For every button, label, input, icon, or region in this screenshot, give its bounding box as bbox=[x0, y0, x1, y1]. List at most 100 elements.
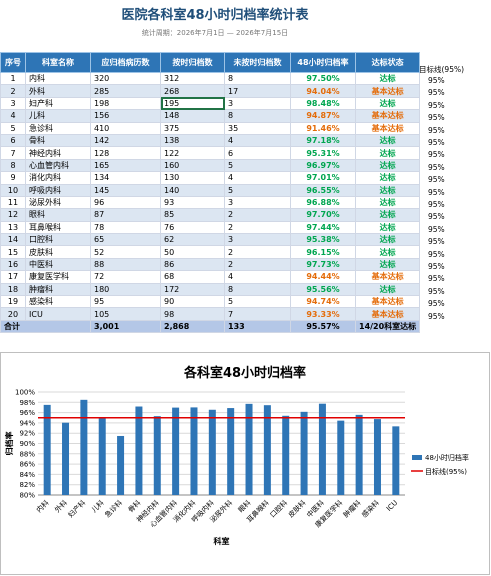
table-cell: 达标 bbox=[354, 195, 421, 210]
table-cell: 96 bbox=[90, 195, 161, 210]
side-value: 95% bbox=[428, 138, 445, 147]
table-row: 1 内科 320 312 8 97.50% 达标 bbox=[0, 71, 421, 86]
table-row: 9 消化内科 134 130 4 97.01% 达标 bbox=[0, 171, 421, 185]
table-cell: ICU bbox=[25, 307, 91, 321]
bar bbox=[263, 405, 271, 495]
table-cell: 达标 bbox=[354, 96, 421, 111]
y-tick-label: 82% bbox=[19, 481, 35, 489]
side-value: 95% bbox=[428, 249, 445, 259]
y-tick-label: 94% bbox=[19, 419, 35, 427]
table-cell: 急诊科 bbox=[25, 121, 91, 135]
table-cell: 神经内科 bbox=[25, 146, 91, 160]
table-row: 5 急诊科 410 375 35 91.46% 基本达标 bbox=[0, 121, 421, 135]
x-axis-title: 科室 bbox=[214, 536, 230, 546]
bar bbox=[43, 404, 51, 495]
table-cell: 14 bbox=[0, 233, 26, 247]
table-cell: 320 bbox=[90, 71, 161, 86]
table-cell: 50 bbox=[160, 245, 225, 259]
table-cell: 达标 bbox=[354, 183, 421, 197]
table-cell: 97.44% bbox=[290, 220, 356, 235]
table-cell: 312 bbox=[160, 71, 225, 86]
table-row: 20 ICU 105 98 7 93.33% 基本达标 bbox=[0, 307, 421, 321]
table-cell: 5 bbox=[224, 295, 291, 309]
table-cell: 62 bbox=[160, 233, 225, 247]
table-cell: 95.38% bbox=[290, 233, 356, 247]
table-cell: 195 bbox=[160, 96, 225, 111]
table-cell: 基本达标 bbox=[354, 121, 421, 135]
table-row: 10 呼吸内科 145 140 5 96.55% 达标 bbox=[0, 183, 421, 197]
table-cell: 93 bbox=[160, 195, 225, 210]
table-cell: 86 bbox=[160, 257, 225, 272]
table-cell: 78 bbox=[90, 220, 161, 235]
bar bbox=[172, 407, 180, 495]
table-cell: 达标 bbox=[354, 71, 421, 86]
table-cell: 94.44% bbox=[290, 270, 356, 284]
table-cell: 142 bbox=[90, 133, 161, 148]
bar bbox=[282, 415, 290, 495]
total-cell: 14/20科室达标 bbox=[354, 319, 421, 334]
table-cell: 95.56% bbox=[290, 282, 356, 297]
table-cell: 95.31% bbox=[290, 146, 356, 160]
table-cell: 达标 bbox=[354, 257, 421, 272]
table-cell: 7 bbox=[224, 307, 291, 321]
side-value: 95% bbox=[428, 113, 445, 123]
table-cell: 18 bbox=[0, 282, 26, 297]
table-cell: 148 bbox=[160, 109, 225, 123]
table-row: 6 骨科 142 138 4 97.18% 达标 bbox=[0, 133, 421, 148]
table-cell: 5 bbox=[224, 158, 291, 173]
header-cell: 48小时归档率 bbox=[290, 52, 356, 73]
bar bbox=[245, 403, 253, 495]
table-cell: 达标 bbox=[354, 282, 421, 297]
total-cell: 3,001 bbox=[90, 319, 161, 334]
header-cell: 序号 bbox=[0, 52, 26, 73]
table-cell: 15 bbox=[0, 245, 26, 259]
table-cell: 285 bbox=[90, 84, 161, 98]
table-cell: 9 bbox=[0, 171, 26, 185]
table-cell: 基本达标 bbox=[354, 109, 421, 123]
y-tick-label: 80% bbox=[19, 492, 35, 500]
side-value: 95% bbox=[428, 311, 445, 321]
table-cell: 96.97% bbox=[290, 158, 356, 173]
table-cell: 97.70% bbox=[290, 208, 356, 222]
table-cell: 基本达标 bbox=[354, 295, 421, 309]
table-cell: 2 bbox=[224, 245, 291, 259]
table-cell: 105 bbox=[90, 307, 161, 321]
table-cell: 165 bbox=[90, 158, 161, 173]
table-cell: 7 bbox=[0, 146, 26, 160]
table-cell: 156 bbox=[90, 109, 161, 123]
table-cell: 眼科 bbox=[25, 208, 91, 222]
table-cell: 52 bbox=[90, 245, 161, 259]
header-cell: 未按时归档数 bbox=[224, 52, 291, 73]
table-cell: 94.74% bbox=[290, 295, 356, 309]
table-cell: 72 bbox=[90, 270, 161, 284]
side-value: 95% bbox=[428, 162, 445, 172]
total-cell: 2,868 bbox=[160, 319, 225, 334]
table-cell: 5 bbox=[0, 121, 26, 135]
table-cell: 130 bbox=[160, 171, 225, 185]
side-value: 95% bbox=[428, 175, 445, 185]
table-cell: 76 bbox=[160, 220, 225, 235]
bar bbox=[300, 411, 308, 495]
table-cell: 128 bbox=[90, 146, 161, 160]
table-cell: 96.15% bbox=[290, 245, 356, 259]
table-cell: 122 bbox=[160, 146, 225, 160]
legend-swatch bbox=[412, 455, 422, 460]
table-cell: 160 bbox=[160, 158, 225, 173]
table-cell: 8 bbox=[224, 282, 291, 297]
total-cell: 133 bbox=[224, 319, 291, 334]
table-row: 15 皮肤科 52 50 2 96.15% 达标 bbox=[0, 245, 421, 259]
table-cell: 基本达标 bbox=[354, 270, 421, 284]
bar bbox=[337, 420, 345, 495]
table-cell: 儿科 bbox=[25, 109, 91, 123]
table-cell: 基本达标 bbox=[354, 84, 421, 98]
table-cell: 达标 bbox=[354, 220, 421, 235]
table-cell: 感染科 bbox=[25, 295, 91, 309]
side-value: 95% bbox=[428, 286, 445, 296]
table-cell: 内科 bbox=[25, 71, 91, 86]
y-axis-title: 归档率 bbox=[4, 432, 14, 456]
table-row: 7 神经内科 128 122 6 95.31% 达标 bbox=[0, 146, 421, 160]
chart-title: 各科室48小时归档率 bbox=[183, 365, 306, 381]
side-value: 95% bbox=[428, 224, 445, 234]
table-cell: 268 bbox=[160, 84, 225, 98]
